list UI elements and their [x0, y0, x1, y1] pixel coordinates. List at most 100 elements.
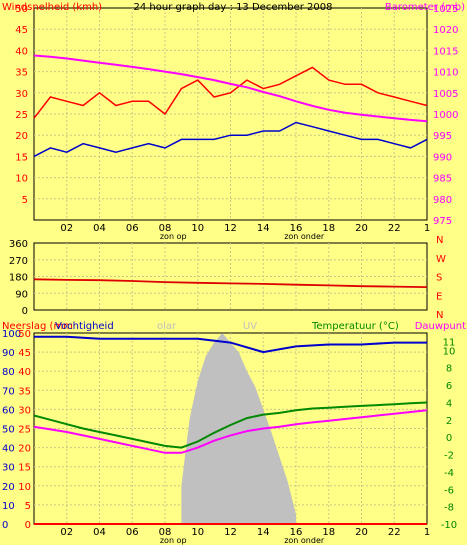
temperature-axis-title: Temperatuur (°C) [311, 321, 399, 332]
left-axis-title: Windsnelheid (kmh) [2, 2, 102, 13]
rain-tick-label: 50 [18, 329, 31, 340]
temperature-tick-label: 2 [446, 416, 452, 427]
direction-tick-label: 180 [9, 273, 28, 284]
x-tick-label: 22 [388, 223, 401, 234]
x-tick-label: 18 [322, 223, 335, 234]
y-tick-label: 15 [15, 152, 28, 163]
y2-tick-label: 1025 [433, 4, 458, 15]
y2-tick-label: 1010 [433, 68, 458, 79]
y-tick-label: 5 [22, 195, 28, 206]
y-tick-label: 35 [15, 68, 28, 79]
temperature-tick-label: -8 [444, 503, 454, 514]
direction-tick-label: 0 [22, 306, 28, 317]
compass-label: N [436, 310, 443, 321]
humidity-tick-label: 80 [2, 367, 15, 378]
x-tick-label: 10 [191, 223, 204, 234]
rain-tick-label: 0 [25, 520, 31, 531]
humidity-tick-label: 40 [2, 444, 15, 455]
x-tick-label: 20 [355, 527, 368, 538]
compass-label: S [436, 273, 442, 284]
chart-title: 24 hour graph day : 13 December 2008 [134, 2, 333, 13]
direction-tick-label: 270 [9, 256, 28, 267]
rain-tick-label: 40 [18, 367, 31, 378]
humidity-tick-label: 70 [2, 386, 15, 397]
y2-tick-label: 995 [433, 131, 452, 142]
x-tick-label: 02 [60, 223, 73, 234]
x-tick-label: 04 [93, 527, 106, 538]
x-tick-label: 08 [159, 223, 172, 234]
x-tick-label: 16 [290, 223, 303, 234]
direction-tick-label: 90 [15, 289, 28, 300]
humidity-tick-label: 90 [2, 348, 15, 359]
temperature-series [33, 401, 428, 449]
temperature-tick-label: -4 [444, 468, 454, 479]
right-axis-title: Barometer (mb) [385, 2, 465, 13]
temperature-tick-label: 6 [446, 381, 452, 392]
dewpoint-axis-title: Dauwpunt [415, 321, 466, 332]
y2-tick-label: 1015 [433, 46, 458, 57]
y2-tick-label: 980 [433, 195, 452, 206]
humidity-tick-label: 10 [2, 501, 15, 512]
x-tick-label: 1 [424, 527, 430, 538]
solar-area [181, 333, 296, 524]
wind-series [33, 121, 428, 158]
rain-tick-label: 25 [18, 425, 31, 436]
rain-tick-label: 35 [18, 386, 31, 397]
x-tick-label: 1 [424, 223, 430, 234]
rain-tick-label: 30 [18, 405, 31, 416]
sun-marker-label: zon onder [284, 232, 325, 241]
compass-label: E [436, 291, 442, 302]
temperature-tick-label: 0 [446, 433, 452, 444]
x-tick-label: 08 [159, 527, 172, 538]
y-tick-label: 50 [15, 4, 28, 15]
barometer-series [33, 54, 428, 123]
rain-axis-title: Neerslag (mm [2, 321, 73, 332]
y2-tick-label: 1000 [433, 110, 458, 121]
y2-tick-label: 1020 [433, 25, 458, 36]
y-tick-label: 20 [15, 131, 28, 142]
temperature-tick-label: -2 [444, 451, 454, 462]
y-tick-label: 30 [15, 89, 28, 100]
x-tick-label: 16 [290, 527, 303, 538]
rain-tick-label: 20 [18, 444, 31, 455]
humidity-tick-label: 30 [2, 463, 15, 474]
x-tick-label: 04 [93, 223, 106, 234]
x-tick-label: 10 [191, 527, 204, 538]
sun-marker-label: zon onder [284, 536, 325, 545]
compass-label: W [436, 254, 446, 265]
x-tick-label: 14 [257, 223, 270, 234]
y-tick-label: 40 [15, 46, 28, 57]
y2-tick-label: 1005 [433, 89, 458, 100]
humidity-tick-label: 100 [2, 329, 21, 340]
x-tick-label: 06 [126, 527, 139, 538]
temperature-tick-label: 8 [446, 364, 452, 375]
x-tick-label: 12 [224, 223, 237, 234]
y-tick-label: 45 [15, 25, 28, 36]
uv-axis-title: UV [243, 321, 257, 332]
rain-tick-label: 45 [18, 348, 31, 359]
y2-tick-label: 975 [433, 216, 452, 227]
temperature-tick-label: 11 [443, 338, 456, 349]
humidity-tick-label: 60 [2, 405, 15, 416]
y-tick-label: 10 [15, 174, 28, 185]
temperature-tick-label: -6 [444, 485, 454, 496]
rain-tick-label: 15 [18, 463, 31, 474]
humidity-tick-label: 0 [2, 520, 8, 531]
gust-series [33, 66, 428, 119]
humidity-axis-title: Vochtigheid [55, 321, 114, 332]
humidity-series [34, 335, 427, 354]
x-tick-label: 12 [224, 527, 237, 538]
x-tick-label: 06 [126, 223, 139, 234]
x-tick-label: 22 [388, 527, 401, 538]
x-tick-label: 18 [322, 527, 335, 538]
sun-marker-label: zon op [160, 536, 187, 545]
x-tick-label: 20 [355, 223, 368, 234]
sun-marker-label: zon op [160, 232, 187, 241]
direction-series [33, 278, 428, 288]
y-tick-label: 25 [15, 110, 28, 121]
temperature-tick-label: 4 [446, 398, 452, 409]
compass-label: N [436, 235, 443, 246]
humidity-tick-label: 50 [2, 425, 15, 436]
